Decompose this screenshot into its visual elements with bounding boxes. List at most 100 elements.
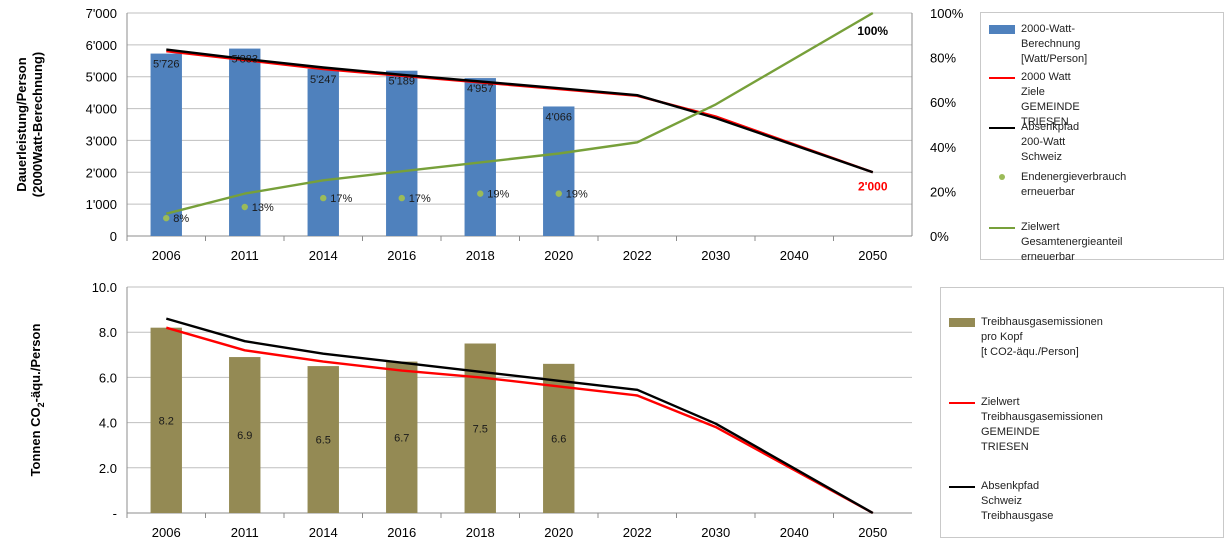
- x-tick-label: 2011: [231, 525, 259, 540]
- data-label: 8.2: [159, 415, 174, 427]
- y-tick-label: -: [113, 506, 117, 521]
- y-tick-label: 5'000: [86, 70, 117, 85]
- y-tick-label: 7'000: [86, 6, 117, 21]
- data-label: 6.7: [394, 432, 409, 444]
- legend-swatch: [989, 77, 1015, 79]
- data-label: 5'883: [231, 54, 258, 66]
- x-tick-label: 2030: [701, 525, 730, 540]
- bar: [150, 53, 182, 236]
- legend-swatch: [999, 174, 1005, 180]
- data-label: 19%: [487, 189, 509, 201]
- series-line: [166, 50, 874, 174]
- y2-tick-label: 60%: [930, 95, 956, 110]
- x-tick-label: 2030: [701, 248, 730, 263]
- x-tick-label: 2018: [466, 248, 495, 263]
- data-label: 4'066: [545, 111, 572, 123]
- y-axis-title: Dauerleistung/Person(2000Watt-Berechnung…: [14, 52, 45, 197]
- bar: [150, 327, 182, 513]
- legend-label: Treibhausgasemissionen pro Kopf [t CO2-ä…: [981, 316, 1103, 358]
- x-tick-label: 2040: [780, 525, 809, 540]
- bar: [307, 366, 339, 513]
- data-label: 5'726: [153, 59, 180, 71]
- x-tick-label: 2016: [387, 248, 416, 263]
- bar: [229, 357, 261, 513]
- y-tick-label: 0: [110, 229, 117, 244]
- x-tick-label: 2020: [544, 525, 573, 540]
- legend-swatch: [949, 402, 975, 404]
- bar: [464, 78, 496, 237]
- x-tick-label: 2011: [231, 248, 259, 263]
- data-label: 4'957: [467, 83, 494, 95]
- chart-2: - 2.0 4.0 6.0 8.0 10.0 2006 2011 2014 2016 2018 202…: [92, 280, 912, 540]
- y-tick-label: 1'000: [86, 197, 117, 212]
- x-tick-label: 2020: [544, 248, 573, 263]
- end-label: 2'000: [858, 179, 888, 193]
- y-tick-label: 8.0: [99, 325, 117, 340]
- legend-label: Zielwert Gesamtenergieanteil erneuerbar: [1021, 221, 1123, 263]
- series-line: [165, 317, 874, 515]
- x-tick-label: 2018: [466, 525, 495, 540]
- y2-tick-label: 0%: [930, 229, 949, 244]
- scatter-point: [477, 190, 484, 197]
- legend-label: 2000-Watt-Berechnung [Watt/Person]: [1021, 23, 1088, 65]
- data-label: 17%: [330, 193, 352, 205]
- scatter-point: [241, 203, 248, 211]
- y2-tick-label: 100%: [930, 6, 964, 21]
- x-tick-label: 2040: [780, 248, 809, 263]
- legend-label: Endenergieverbrauch erneuerbar: [1021, 171, 1127, 198]
- legend-label: Zielwert Treibhausgasemissionen GEMEINDE…: [981, 396, 1103, 453]
- y-tick-label: 3'000: [86, 133, 117, 148]
- data-label: 6.5: [316, 435, 331, 447]
- legend-swatch: [949, 318, 975, 327]
- y-tick-label: 4.0: [99, 416, 117, 431]
- data-label: 19%: [566, 189, 588, 201]
- data-label: 6.6: [551, 433, 566, 445]
- y2-tick-label: 80%: [930, 51, 956, 66]
- chart-1: 0 1'000 2'000 3'000 4'000 5'000 6'000 7'000 0% 20…: [86, 6, 964, 263]
- y-tick-label: 4'000: [86, 102, 117, 117]
- data-label: 5'247: [310, 74, 337, 86]
- legend-swatch: [989, 227, 1015, 229]
- scatter-point: [398, 194, 405, 202]
- y-tick-label: 2'000: [86, 165, 117, 180]
- bar: [307, 68, 339, 236]
- scatter-point: [555, 190, 562, 197]
- series-line: [166, 11, 874, 215]
- bar: [386, 361, 418, 513]
- data-label: 13%: [252, 202, 274, 214]
- scatter-point: [320, 194, 327, 202]
- emissions-chart-legend: Treibhausgasemissionen pro Kopf [t CO2-ä…: [940, 287, 1224, 538]
- x-tick-label: 2014: [309, 525, 338, 540]
- end-label: 100%: [857, 24, 888, 38]
- legend-label: Absenkpfad 200-Watt Schweiz: [1021, 121, 1080, 163]
- x-tick-label: 2022: [623, 248, 652, 263]
- series-line: [166, 48, 874, 174]
- legend-swatch: [989, 25, 1015, 34]
- y-tick-label: 6'000: [86, 38, 117, 53]
- x-tick-label: 2050: [858, 525, 887, 540]
- y-tick-label: 6.0: [99, 370, 117, 385]
- series-line: [165, 326, 874, 515]
- legend-label: 2000 Watt Ziele GEMEINDE TRIESEN: [1021, 71, 1080, 128]
- data-label: 6.9: [237, 430, 252, 442]
- energy-chart-legend: 2000-Watt-Berechnung [Watt/Person] 2000 W…: [980, 12, 1224, 263]
- x-tick-label: 2014: [309, 248, 338, 263]
- x-tick-label: 2050: [858, 248, 887, 263]
- x-tick-label: 2006: [152, 525, 181, 540]
- y-axis-title-2: Tonnen CO2-äqu./Person: [28, 324, 46, 477]
- y2-tick-label: 20%: [930, 184, 956, 199]
- y-tick-label: 2.0: [99, 461, 117, 476]
- y-tick-label: 10.0: [92, 280, 117, 295]
- y2-tick-label: 40%: [930, 140, 956, 155]
- x-tick-label: 2006: [152, 248, 181, 263]
- data-label: 7.5: [473, 423, 488, 435]
- bar: [386, 70, 418, 236]
- scatter-point: [163, 214, 170, 222]
- x-tick-label: 2022: [623, 525, 652, 540]
- bar: [543, 106, 575, 236]
- legend-swatch: [989, 127, 1015, 129]
- legend-label: Absenkpfad Schweiz Treibhausgase: [981, 480, 1054, 522]
- data-label: 17%: [409, 193, 431, 205]
- data-label: 5'189: [388, 76, 415, 88]
